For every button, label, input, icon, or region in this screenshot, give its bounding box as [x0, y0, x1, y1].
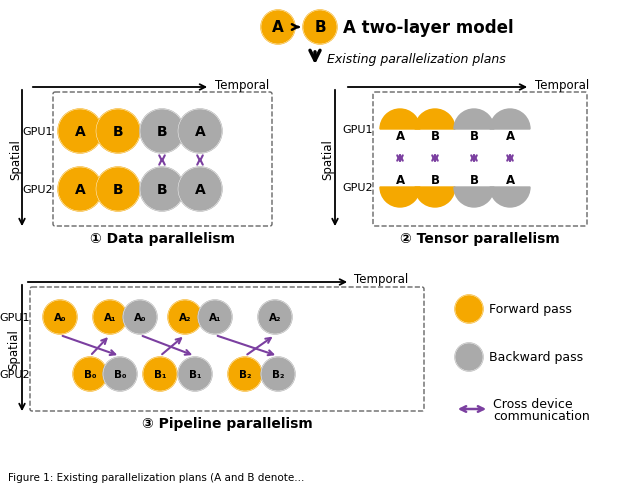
Circle shape — [58, 110, 102, 154]
Text: Temporal: Temporal — [535, 79, 589, 91]
Text: A: A — [272, 20, 284, 36]
Text: Figure 1: Existing parallelization plans (A and B denote...: Figure 1: Existing parallelization plans… — [8, 472, 305, 482]
Text: Existing parallelization plans: Existing parallelization plans — [327, 53, 506, 66]
Circle shape — [123, 301, 157, 334]
Circle shape — [96, 110, 140, 154]
Wedge shape — [415, 187, 455, 207]
Text: Spatial: Spatial — [321, 139, 335, 180]
Text: B: B — [157, 125, 167, 139]
Circle shape — [140, 110, 184, 154]
Text: Backward pass: Backward pass — [489, 351, 583, 364]
Text: A: A — [75, 183, 85, 197]
Text: B₂: B₂ — [272, 369, 284, 379]
Circle shape — [73, 357, 107, 391]
Wedge shape — [490, 187, 530, 207]
Circle shape — [455, 295, 483, 324]
Circle shape — [168, 301, 202, 334]
Text: A₀: A₀ — [54, 312, 67, 323]
Text: B₁: B₁ — [154, 369, 166, 379]
Wedge shape — [454, 187, 494, 207]
Text: GPU1: GPU1 — [342, 125, 373, 135]
Circle shape — [178, 168, 222, 212]
Text: B₀: B₀ — [84, 369, 96, 379]
Circle shape — [93, 301, 127, 334]
Text: GPU2: GPU2 — [22, 184, 53, 195]
Circle shape — [455, 343, 483, 371]
Text: Forward pass: Forward pass — [489, 303, 572, 316]
Text: GPU1: GPU1 — [0, 312, 30, 323]
Circle shape — [140, 168, 184, 212]
Wedge shape — [454, 110, 494, 130]
Text: B: B — [113, 125, 124, 139]
Wedge shape — [490, 110, 530, 130]
Text: A: A — [195, 183, 205, 197]
Text: communication: communication — [493, 409, 589, 423]
Text: Cross device: Cross device — [493, 397, 573, 409]
Circle shape — [178, 110, 222, 154]
Wedge shape — [380, 187, 420, 207]
Text: Temporal: Temporal — [215, 79, 269, 91]
Text: GPU2: GPU2 — [0, 369, 30, 379]
Text: B: B — [314, 20, 326, 36]
Circle shape — [103, 357, 137, 391]
Text: ② Tensor parallelism: ② Tensor parallelism — [400, 231, 560, 245]
Text: A₁: A₁ — [104, 312, 116, 323]
Text: A₀: A₀ — [134, 312, 147, 323]
Text: A: A — [396, 130, 404, 143]
Text: Spatial: Spatial — [10, 139, 22, 180]
Circle shape — [303, 11, 337, 45]
Text: A₂: A₂ — [269, 312, 281, 323]
Text: A: A — [506, 130, 515, 143]
Text: B: B — [470, 174, 479, 187]
Text: GPU1: GPU1 — [22, 127, 53, 137]
Circle shape — [43, 301, 77, 334]
Circle shape — [228, 357, 262, 391]
Text: Temporal: Temporal — [354, 273, 408, 286]
Text: B: B — [431, 130, 440, 143]
Text: B: B — [431, 174, 440, 187]
Circle shape — [96, 168, 140, 212]
Circle shape — [58, 168, 102, 212]
Text: B₁: B₁ — [189, 369, 201, 379]
Circle shape — [198, 301, 232, 334]
Circle shape — [261, 357, 295, 391]
Text: A: A — [75, 125, 85, 139]
Text: A two-layer model: A two-layer model — [343, 19, 514, 37]
Text: B₂: B₂ — [239, 369, 252, 379]
Text: A: A — [506, 174, 515, 187]
Circle shape — [178, 357, 212, 391]
Wedge shape — [380, 110, 420, 130]
Text: ① Data parallelism: ① Data parallelism — [90, 231, 234, 245]
Circle shape — [258, 301, 292, 334]
Text: B₀: B₀ — [114, 369, 126, 379]
Text: A: A — [396, 174, 404, 187]
Wedge shape — [415, 110, 455, 130]
Text: ③ Pipeline parallelism: ③ Pipeline parallelism — [141, 416, 312, 430]
Text: B: B — [470, 130, 479, 143]
Circle shape — [143, 357, 177, 391]
Text: A₁: A₁ — [209, 312, 221, 323]
Text: A: A — [195, 125, 205, 139]
Text: GPU2: GPU2 — [342, 183, 373, 193]
Text: B: B — [157, 183, 167, 197]
Text: Spatial: Spatial — [8, 329, 20, 370]
Text: A₂: A₂ — [179, 312, 191, 323]
Text: B: B — [113, 183, 124, 197]
Circle shape — [261, 11, 295, 45]
